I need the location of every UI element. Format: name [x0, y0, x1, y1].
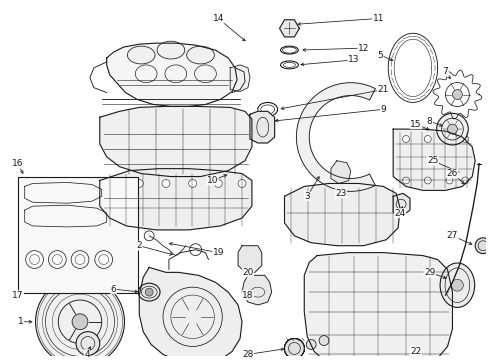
- Text: 23: 23: [334, 189, 346, 198]
- Text: 9: 9: [380, 105, 386, 114]
- Polygon shape: [238, 246, 261, 273]
- Polygon shape: [106, 43, 237, 107]
- Text: 4: 4: [84, 350, 90, 359]
- Polygon shape: [296, 83, 375, 192]
- Circle shape: [402, 136, 408, 143]
- Circle shape: [445, 136, 452, 143]
- Circle shape: [284, 338, 304, 358]
- Circle shape: [305, 339, 315, 350]
- Text: 21: 21: [377, 85, 388, 94]
- Text: 5: 5: [377, 50, 383, 59]
- Bar: [18, 176, 138, 293]
- Circle shape: [214, 180, 222, 188]
- Text: 22: 22: [409, 347, 421, 356]
- Circle shape: [474, 238, 488, 253]
- Text: 25: 25: [426, 156, 437, 165]
- Polygon shape: [100, 168, 251, 230]
- Circle shape: [284, 338, 304, 358]
- Text: 28: 28: [242, 350, 253, 359]
- Circle shape: [36, 277, 124, 360]
- Polygon shape: [242, 275, 271, 305]
- Text: 24: 24: [394, 208, 405, 217]
- Circle shape: [284, 338, 304, 358]
- Text: 14: 14: [212, 14, 224, 23]
- Text: 3: 3: [304, 192, 309, 201]
- Polygon shape: [279, 20, 299, 37]
- Circle shape: [162, 180, 169, 188]
- Text: 18: 18: [242, 291, 253, 300]
- Text: 8: 8: [426, 117, 432, 126]
- Text: 27: 27: [446, 231, 457, 240]
- Circle shape: [238, 180, 245, 188]
- Text: 10: 10: [206, 176, 218, 185]
- Text: 6: 6: [110, 285, 116, 294]
- Ellipse shape: [138, 283, 160, 301]
- Circle shape: [188, 180, 196, 188]
- Text: 26: 26: [446, 169, 457, 178]
- Text: 11: 11: [372, 14, 384, 23]
- Circle shape: [284, 338, 304, 358]
- Circle shape: [135, 180, 143, 188]
- Polygon shape: [100, 107, 251, 176]
- Ellipse shape: [186, 46, 214, 64]
- Circle shape: [424, 177, 430, 184]
- Ellipse shape: [127, 46, 155, 64]
- Circle shape: [461, 136, 468, 143]
- Circle shape: [72, 314, 88, 330]
- Polygon shape: [284, 184, 399, 246]
- Ellipse shape: [439, 263, 474, 307]
- Circle shape: [436, 113, 468, 145]
- Text: 15: 15: [409, 120, 421, 129]
- Circle shape: [424, 136, 430, 143]
- Circle shape: [450, 279, 462, 291]
- Circle shape: [284, 338, 304, 358]
- Polygon shape: [230, 65, 249, 91]
- Polygon shape: [392, 193, 409, 215]
- Circle shape: [76, 332, 100, 355]
- Text: 12: 12: [357, 44, 368, 53]
- Circle shape: [284, 338, 304, 358]
- Text: 17: 17: [12, 291, 23, 300]
- Circle shape: [107, 180, 115, 188]
- Circle shape: [402, 177, 408, 184]
- Circle shape: [445, 177, 452, 184]
- Polygon shape: [330, 161, 350, 184]
- Text: 13: 13: [347, 55, 359, 64]
- Text: 16: 16: [12, 159, 23, 168]
- Text: 2: 2: [136, 241, 142, 250]
- Polygon shape: [249, 111, 274, 143]
- Text: 1: 1: [18, 317, 23, 326]
- Polygon shape: [304, 253, 451, 360]
- Text: 29: 29: [423, 268, 434, 277]
- Text: 20: 20: [242, 268, 253, 277]
- Circle shape: [451, 90, 461, 99]
- Circle shape: [319, 336, 328, 346]
- Polygon shape: [139, 267, 242, 360]
- Ellipse shape: [157, 41, 184, 59]
- Text: 7: 7: [442, 67, 447, 76]
- Circle shape: [461, 177, 468, 184]
- Circle shape: [145, 288, 153, 296]
- Circle shape: [447, 124, 456, 134]
- Polygon shape: [392, 129, 474, 190]
- Text: 19: 19: [212, 248, 224, 257]
